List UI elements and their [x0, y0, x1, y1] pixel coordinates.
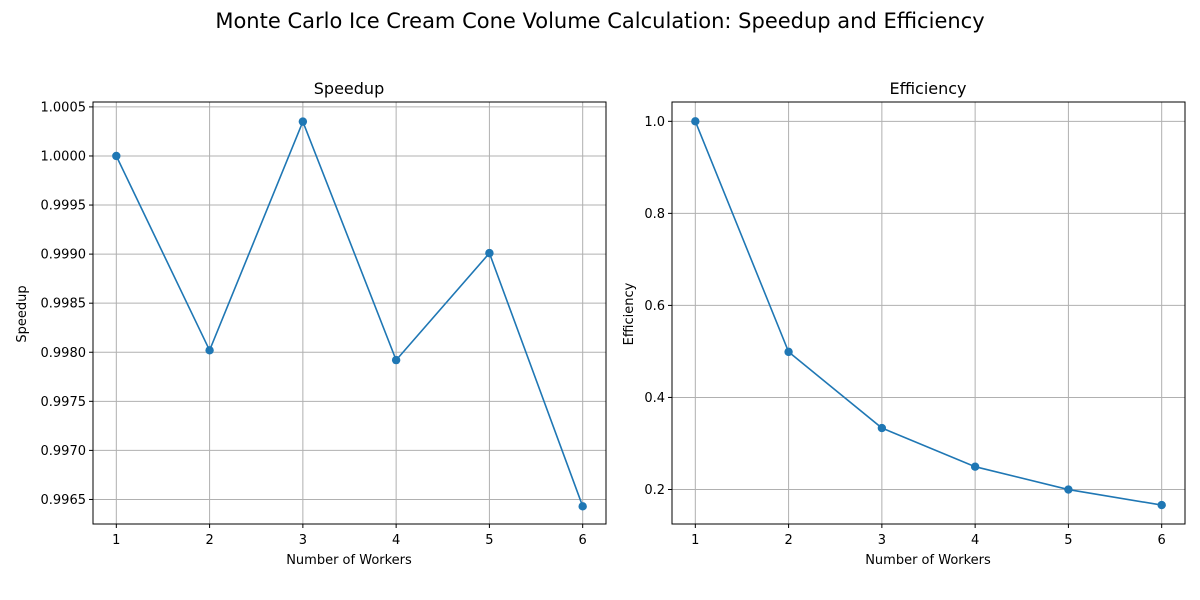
speedup-x-tick-label: 6 [579, 533, 587, 548]
speedup-data-point [298, 117, 308, 126]
speedup-x-tick-label: 3 [299, 533, 307, 548]
efficiency-data-point [1157, 500, 1166, 510]
efficiency-x-tick-label: 2 [784, 533, 792, 548]
efficiency-x-tick-label: 6 [1158, 533, 1166, 548]
efficiency-data-point [784, 347, 793, 357]
speedup-x-tick-label: 5 [485, 533, 493, 548]
speedup-y-tick-label: 0.9980 [41, 346, 87, 361]
speedup-plot-frame [92, 101, 607, 525]
speedup-y-tick-label: 0.9970 [41, 444, 87, 459]
speedup-data-point [205, 346, 214, 355]
speedup-x-tick-label: 2 [205, 533, 213, 548]
speedup-y-tick-label: 1.0000 [41, 149, 87, 164]
efficiency-x-tick-label: 5 [1064, 533, 1072, 548]
efficiency-series-line [694, 121, 1162, 506]
efficiency-y-tick-label: 0.2 [644, 483, 665, 498]
speedup-data-point [578, 502, 587, 511]
speedup-x-tick-label: 1 [112, 533, 120, 548]
speedup-y-tick-label: 0.9985 [41, 297, 87, 312]
speedup-x-tick-label: 4 [392, 533, 400, 548]
speedup-y-tick-label: 0.9965 [41, 493, 87, 508]
efficiency-data-point [1064, 485, 1073, 494]
speedup-data-point [485, 248, 494, 258]
efficiency-plot-frame [671, 101, 1186, 525]
efficiency-y-tick-label: 0.6 [644, 299, 665, 314]
efficiency-y-tick-label: 0.4 [644, 391, 665, 406]
efficiency-y-label: Efficiency [622, 282, 637, 345]
speedup-y-tick-label: 0.9975 [41, 395, 87, 410]
efficiency-panel: Efficiency Number of Workers Efficiency … [622, 79, 1186, 568]
speedup-panel: Speedup Number of Workers Speedup 1 2 3 4 5 6… [15, 79, 607, 568]
efficiency-data-point [970, 462, 980, 471]
efficiency-y-tick-label: 1.0 [644, 115, 665, 130]
speedup-y-tick-label: 0.9995 [41, 199, 87, 214]
speedup-x-label: Number of Workers [286, 553, 412, 568]
speedup-y-tick-label: 1.0005 [41, 100, 87, 115]
efficiency-title: Efficiency [889, 79, 966, 98]
speedup-title: Speedup [314, 79, 384, 98]
efficiency-y-tick-label: 0.8 [644, 207, 665, 222]
efficiency-x-tick-label: 1 [691, 533, 699, 548]
efficiency-data-point [877, 423, 887, 433]
speedup-data-point [391, 355, 401, 365]
speedup-y-tick-label: 0.9990 [41, 248, 87, 263]
figure-title: Monte Carlo Ice Cream Cone Volume Calcul… [215, 9, 984, 33]
efficiency-x-tick-label: 3 [878, 533, 886, 548]
efficiency-data-point [691, 117, 700, 126]
speedup-data-point [112, 151, 121, 161]
speedup-series-line [115, 119, 584, 507]
speedup-y-label: Speedup [15, 285, 30, 342]
efficiency-x-label: Number of Workers [865, 553, 991, 568]
efficiency-x-tick-label: 4 [971, 533, 979, 548]
